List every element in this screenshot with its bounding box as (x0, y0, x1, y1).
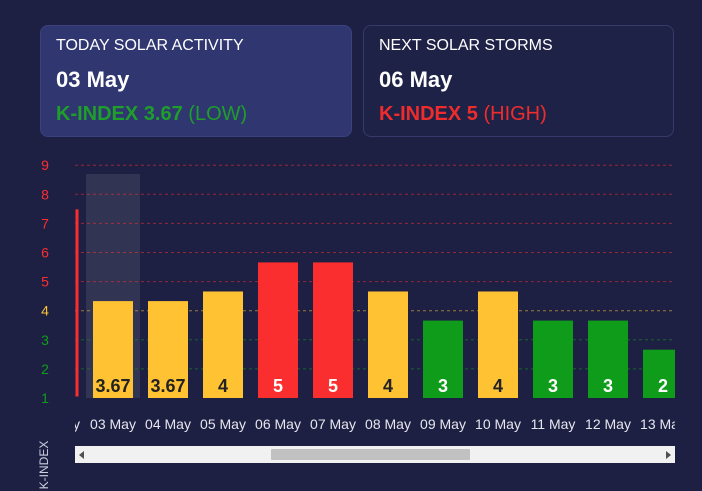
bar (478, 291, 518, 398)
bar-value-label: 4 (493, 376, 503, 396)
bar-value-label: 3 (603, 376, 613, 396)
x-tick-label: 12 May (585, 416, 631, 432)
bar-value-label: 3 (438, 376, 448, 396)
x-tick-label: 03 May (90, 416, 136, 432)
bar-value-label: 3.67 (95, 376, 130, 396)
y-tick-label: 9 (41, 160, 49, 173)
today-card-date: 03 May (56, 67, 130, 92)
next-card-date: 06 May (379, 67, 453, 92)
scrollbar-thumb[interactable] (271, 449, 470, 460)
next-solar-storms-card: NEXT SOLAR STORMS 06 May K-INDEX 5 (HIGH… (363, 25, 674, 137)
bar-value-label: 2 (658, 376, 668, 396)
today-card-label: TODAY SOLAR ACTIVITY (56, 37, 244, 54)
bar (533, 320, 573, 398)
y-tick-label: 6 (41, 245, 49, 261)
k-index-bar-chart: 1 2 3 4 5 6 7 8 9 K-INDEX y 3.67 03 May 3.67 04 May 4 05… (37, 160, 686, 490)
bar (258, 262, 298, 398)
bar-value-label: 4 (218, 376, 228, 396)
bar-value-label: 5 (328, 376, 338, 396)
bar-value-label: 5 (273, 376, 283, 396)
x-tick-label: 09 May (420, 416, 466, 432)
y-tick-label: 2 (41, 361, 49, 377)
scroll-left-arrow-icon[interactable] (79, 451, 84, 459)
bar (203, 291, 243, 398)
x-tick-label: 08 May (365, 416, 411, 432)
bars-group: y 3.67 03 May 3.67 04 May 4 05 May 5 06 May 5 07 M… (73, 262, 686, 432)
today-solar-activity-card: TODAY SOLAR ACTIVITY 03 May K-INDEX 3.67… (40, 25, 352, 137)
bar-value-label: 3 (548, 376, 558, 396)
bar-value-label: 3.67 (150, 376, 185, 396)
y-tick-label: 4 (41, 303, 49, 319)
y-tick-label: 1 (41, 390, 49, 406)
bar (368, 291, 408, 398)
today-kindex-value: K-INDEX 3.67 (56, 103, 183, 125)
bar (313, 262, 353, 398)
x-tick-label: 07 May (310, 416, 356, 432)
bar (423, 320, 463, 398)
y-tick-label: 8 (41, 186, 49, 202)
today-kindex-level: (LOW) (188, 103, 248, 125)
x-tick-label: 06 May (255, 416, 301, 432)
chart-horizontal-scrollbar[interactable] (75, 446, 675, 463)
x-tick-label: 10 May (475, 416, 521, 432)
bar (643, 349, 675, 398)
x-tick-label-partial: y (73, 416, 80, 432)
next-card-label: NEXT SOLAR STORMS (379, 37, 553, 54)
scroll-right-arrow-icon[interactable] (666, 451, 671, 459)
next-kindex: K-INDEX 5 (HIGH) (379, 103, 658, 125)
today-kindex: K-INDEX 3.67 (LOW) (56, 103, 336, 125)
x-tick-label: 04 May (145, 416, 191, 432)
bar (148, 301, 188, 398)
x-tick-label: 05 May (200, 416, 246, 432)
bar-value-label: 4 (383, 376, 393, 396)
y-tick-label: 3 (41, 332, 49, 348)
next-kindex-value: K-INDEX 5 (379, 103, 478, 125)
next-kindex-level: (HIGH) (483, 103, 547, 125)
x-tick-label: 11 May (531, 416, 576, 432)
y-tick-label: 7 (41, 215, 49, 231)
y-tick-label: 5 (41, 274, 49, 290)
y-axis-title: K-INDEX (37, 441, 51, 490)
x-tick-label: 13 May (640, 416, 686, 432)
bar (588, 320, 628, 398)
bar (93, 301, 133, 398)
